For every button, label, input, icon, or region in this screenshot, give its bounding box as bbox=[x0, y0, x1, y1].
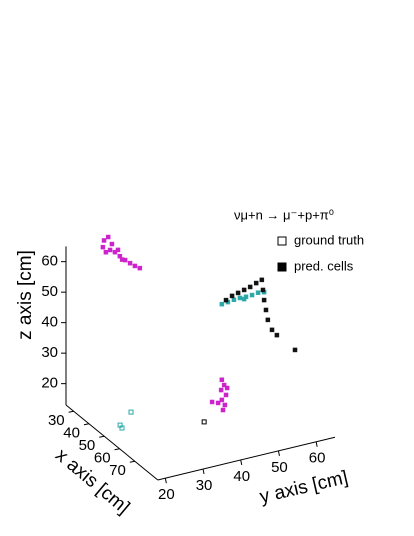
pred-cell-point bbox=[132, 263, 138, 269]
legend-label: ground truth bbox=[294, 232, 364, 247]
z-axis-label: z axis [cm] bbox=[15, 250, 36, 340]
pred-cell-point bbox=[224, 385, 230, 391]
x-tick bbox=[129, 460, 135, 463]
pred-cell-point bbox=[261, 297, 267, 303]
pred-cell-point bbox=[241, 296, 247, 302]
pred-cell-point bbox=[220, 407, 226, 413]
pred-cell-point bbox=[229, 293, 235, 299]
y-tick bbox=[164, 478, 167, 484]
z-tick-label: 50 bbox=[41, 283, 58, 300]
pred-cell-point bbox=[265, 317, 271, 323]
pred-cell-point bbox=[241, 287, 247, 293]
pred-cell-point bbox=[105, 234, 111, 240]
pred-cell-point bbox=[101, 238, 107, 243]
x-axis bbox=[65, 404, 159, 481]
pred-cell-point bbox=[247, 284, 253, 290]
x-tick-label: 50 bbox=[79, 437, 96, 454]
pred-cell-point bbox=[222, 402, 228, 408]
x-tick-label: 70 bbox=[109, 462, 126, 479]
x-tick-label: 60 bbox=[94, 450, 111, 467]
pred-cell-point bbox=[209, 399, 215, 405]
pred-cell-point bbox=[253, 280, 259, 286]
pred-cell-point bbox=[119, 257, 125, 262]
z-tick-label: 60 bbox=[41, 253, 58, 270]
pred-cell-point bbox=[115, 247, 121, 253]
x-tick bbox=[68, 410, 74, 413]
y-axis bbox=[157, 436, 336, 481]
legend-label: pred. cells bbox=[294, 258, 354, 273]
y-tick-label: 30 bbox=[196, 477, 213, 494]
pred-cell-point bbox=[255, 290, 261, 295]
ground-truth-point bbox=[119, 425, 125, 431]
pred-cell-point bbox=[223, 392, 229, 398]
ground-truth-point bbox=[128, 409, 134, 415]
pred-cell-point bbox=[269, 327, 275, 333]
pred-cell-point bbox=[221, 382, 227, 388]
pred-cell-point bbox=[237, 295, 243, 301]
pred-cell-point bbox=[215, 400, 221, 406]
y-tick bbox=[315, 441, 318, 447]
x-tick bbox=[99, 435, 105, 438]
pred-cell-point bbox=[100, 244, 106, 250]
pred-cell-point bbox=[223, 297, 229, 303]
x-tick bbox=[83, 423, 90, 426]
y-tick-label: 20 bbox=[158, 486, 175, 503]
y-tick bbox=[277, 450, 280, 456]
y-tick-label: 50 bbox=[271, 459, 288, 476]
z-tick-label: 20 bbox=[41, 375, 58, 392]
pred-cell-point bbox=[107, 247, 113, 253]
x-tick bbox=[114, 448, 120, 451]
pred-cell-point bbox=[235, 290, 241, 296]
pred-cell-point bbox=[218, 387, 224, 393]
pred-cell-point bbox=[127, 260, 133, 266]
pred-cell-point bbox=[249, 292, 255, 298]
z-tick-label: 40 bbox=[41, 314, 58, 331]
pred-cell-point bbox=[259, 277, 265, 283]
pred-cell-point bbox=[274, 332, 280, 338]
y-tick-label: 40 bbox=[233, 468, 250, 485]
x-tick-label: 40 bbox=[63, 425, 80, 442]
y-tick bbox=[202, 468, 205, 475]
x-axis-label: x axis [cm] bbox=[51, 445, 133, 519]
pred-cell-point bbox=[292, 347, 298, 353]
pred-cell-point bbox=[219, 301, 225, 307]
legend-marker bbox=[277, 262, 287, 272]
pred-cell-point bbox=[260, 287, 266, 293]
y-tick bbox=[240, 459, 243, 466]
y-tick-label: 60 bbox=[309, 450, 326, 467]
pred-cell-point bbox=[137, 265, 143, 271]
pred-cell-point bbox=[109, 241, 115, 247]
pred-cell-point bbox=[112, 249, 118, 255]
pred-cell-point bbox=[219, 397, 225, 403]
ground-truth-point bbox=[201, 419, 207, 425]
pred-cell-point bbox=[231, 297, 237, 302]
z-tick-label: 30 bbox=[41, 344, 58, 361]
pred-cell-point bbox=[219, 377, 225, 383]
chart-title: νμ+n → μ⁻+p+π⁰ bbox=[234, 207, 334, 222]
x-tick-label: 30 bbox=[48, 412, 65, 429]
pred-cell-point bbox=[117, 253, 123, 259]
pred-cell-point bbox=[263, 307, 269, 313]
legend-marker bbox=[277, 236, 287, 246]
pred-cell-point bbox=[103, 249, 109, 255]
